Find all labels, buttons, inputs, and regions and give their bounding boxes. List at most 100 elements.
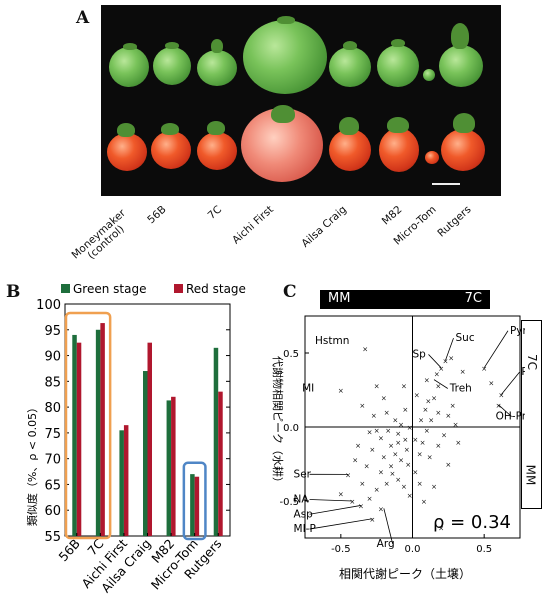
cultivar-label: M82 [379,203,405,228]
annotation-arrow [309,499,353,502]
data-point: × [421,498,427,506]
bar-green [213,347,219,536]
annotation-arrow [445,338,454,361]
panel-b-letter: B [6,282,21,302]
data-point: × [367,495,373,503]
x-tick-label: 0.5 [476,544,492,555]
c-y-axis-label: 代謝物相関ピーク（水耕） [271,356,285,488]
cultivar-label: Moneymaker (control) [69,207,128,262]
y-tick-label: 75 [44,427,61,442]
data-point: × [398,421,404,429]
data-point: × [496,402,502,410]
y-tick-label: 65 [44,478,61,493]
legend-green-label: Green stage [73,282,146,296]
data-point: × [481,365,487,373]
data-point: × [401,483,407,491]
data-point: × [498,391,504,399]
highlight-box-orange [64,311,112,540]
data-point: × [434,371,440,379]
data-point: × [412,436,418,444]
cultivar-label: Ailsa Craig [299,203,350,250]
data-point: × [389,470,395,478]
annotation-arrow [383,508,394,544]
data-point: × [395,476,401,484]
data-point: × [388,462,394,470]
data-point: × [435,442,441,450]
data-point: × [417,451,423,459]
x-tick-label: -0.5 [331,544,351,555]
panel-c-letter: C [283,282,297,302]
data-point: × [378,468,384,476]
y-tick-label: 60 [44,504,61,519]
side-box-bottom: MM [521,408,542,509]
data-point: × [424,377,430,385]
point-annotation: Hstmn [315,335,349,347]
bar-green [143,371,148,536]
point-annotation: Suc [456,332,475,344]
cultivar-label: 56B [145,203,170,227]
y-tick-label: 90 [44,350,61,365]
top-bar-left-label: MM [328,291,351,306]
data-point: × [358,502,364,510]
data-point: × [488,380,494,388]
annotation-arrow [483,330,509,369]
data-point: × [438,525,444,533]
bar-red [100,323,105,536]
point-annotation: MI-P [294,523,316,535]
data-point: × [407,492,413,500]
data-point: × [374,383,380,391]
panel-a-letter: A [76,8,90,28]
data-point: × [427,454,433,462]
y-tick-label: 95 [44,324,61,339]
data-point: × [392,451,398,459]
data-point: × [448,354,454,362]
data-point: × [404,446,410,454]
y-tick-label: 70 [44,453,61,468]
side-box-top-label: 7C [525,353,540,371]
data-point: × [418,417,424,425]
data-point: × [455,439,461,447]
data-point: × [445,461,451,469]
y-tick-label: 0.5 [283,349,299,360]
data-point: × [402,436,408,444]
tomato-photo [101,5,501,196]
data-point: × [345,471,351,479]
data-point: × [369,516,375,524]
bar-red [194,476,200,536]
data-point: × [425,397,431,405]
data-point: × [422,406,428,414]
legend-green-swatch [61,284,70,293]
data-point: × [388,442,394,450]
y-axis-label: 類似度（%、ρ < 0.05） [25,402,39,526]
data-point: × [374,427,380,435]
data-point: × [364,462,370,470]
highlight-box-blue [182,461,207,541]
data-point: × [385,427,391,435]
bar-green [166,400,172,536]
data-point: × [359,402,365,410]
annotation-arrow [433,379,448,389]
point-annotation: NA [294,493,310,505]
data-point: × [398,457,404,465]
annotation-arrow [309,518,373,530]
c-x-axis-label: 相関代謝ピーク（土壌） [339,566,471,581]
data-point: × [352,457,358,465]
scale-bar [432,183,460,185]
data-point: × [417,480,423,488]
bar-green [72,334,77,536]
data-point: × [381,454,387,462]
data-point: × [424,427,430,435]
data-point: × [435,409,441,417]
data-point: × [395,430,401,438]
data-point: × [378,505,384,513]
data-point: × [371,412,377,420]
point-annotation: Treh [449,382,472,394]
point-annotation: MI [302,382,314,394]
y-tick-label: 80 [44,401,61,416]
data-point: × [367,428,373,436]
correlation-scatter-plot: 代謝物相関ピーク（水耕） 相関代謝ピーク（土壌） ρ = 0.34 -0.5 0.… [271,315,525,581]
data-point: × [349,498,355,506]
data-point: × [412,468,418,476]
point-annotation: Pyrid [510,325,525,337]
data-point: × [405,461,411,469]
